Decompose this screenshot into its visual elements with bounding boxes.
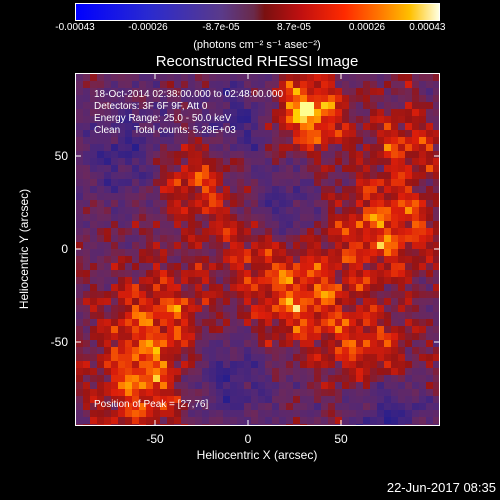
clean-counts-text: Clean Total counts: 5.28E+03 bbox=[94, 125, 236, 136]
detectors-text: Detectors: 3F 6F 9F, Att 0 bbox=[94, 101, 208, 112]
y-axis-label: Heliocentric Y (arcsec) bbox=[17, 188, 31, 310]
colorbar-tick: 0.00043 bbox=[409, 22, 446, 33]
y-tick-label: 0 bbox=[61, 242, 68, 256]
rhessi-image bbox=[76, 74, 439, 425]
colorbar-tick: -8.7e-05 bbox=[202, 22, 240, 33]
time-range-text: 18-Oct-2014 02:38:00.000 to 02:48:00.000 bbox=[94, 89, 284, 100]
image-plot-area: 18-Oct-2014 02:38:00.000 to 02:48:00.000… bbox=[75, 73, 440, 426]
y-tick-label: 50 bbox=[54, 149, 68, 163]
energy-range-text: Energy Range: 25.0 - 50.0 keV bbox=[94, 113, 232, 124]
colorbar-tick: 0.00026 bbox=[348, 22, 386, 33]
plot-date: 22-Jun-2017 08:35 bbox=[386, 480, 496, 495]
colorbar-tick: 8.7e-05 bbox=[277, 22, 311, 33]
colorbar-units: (photons cm⁻² s⁻¹ asec⁻²) bbox=[193, 39, 321, 51]
colorbar-tick: -0.00043 bbox=[55, 22, 95, 33]
colorbar bbox=[75, 3, 440, 21]
x-tick-label: -50 bbox=[146, 432, 164, 446]
x-tick-label: 0 bbox=[244, 432, 252, 446]
x-tick-label: 50 bbox=[334, 432, 348, 446]
y-tick-label: -50 bbox=[50, 335, 68, 349]
colorbar-tick: -0.00026 bbox=[128, 22, 168, 33]
plot-title: Reconstructed RHESSI Image bbox=[155, 53, 359, 70]
peak-position-text: Position of Peak = [27,76] bbox=[94, 399, 209, 410]
x-axis-label: Heliocentric X (arcsec) bbox=[196, 448, 318, 462]
